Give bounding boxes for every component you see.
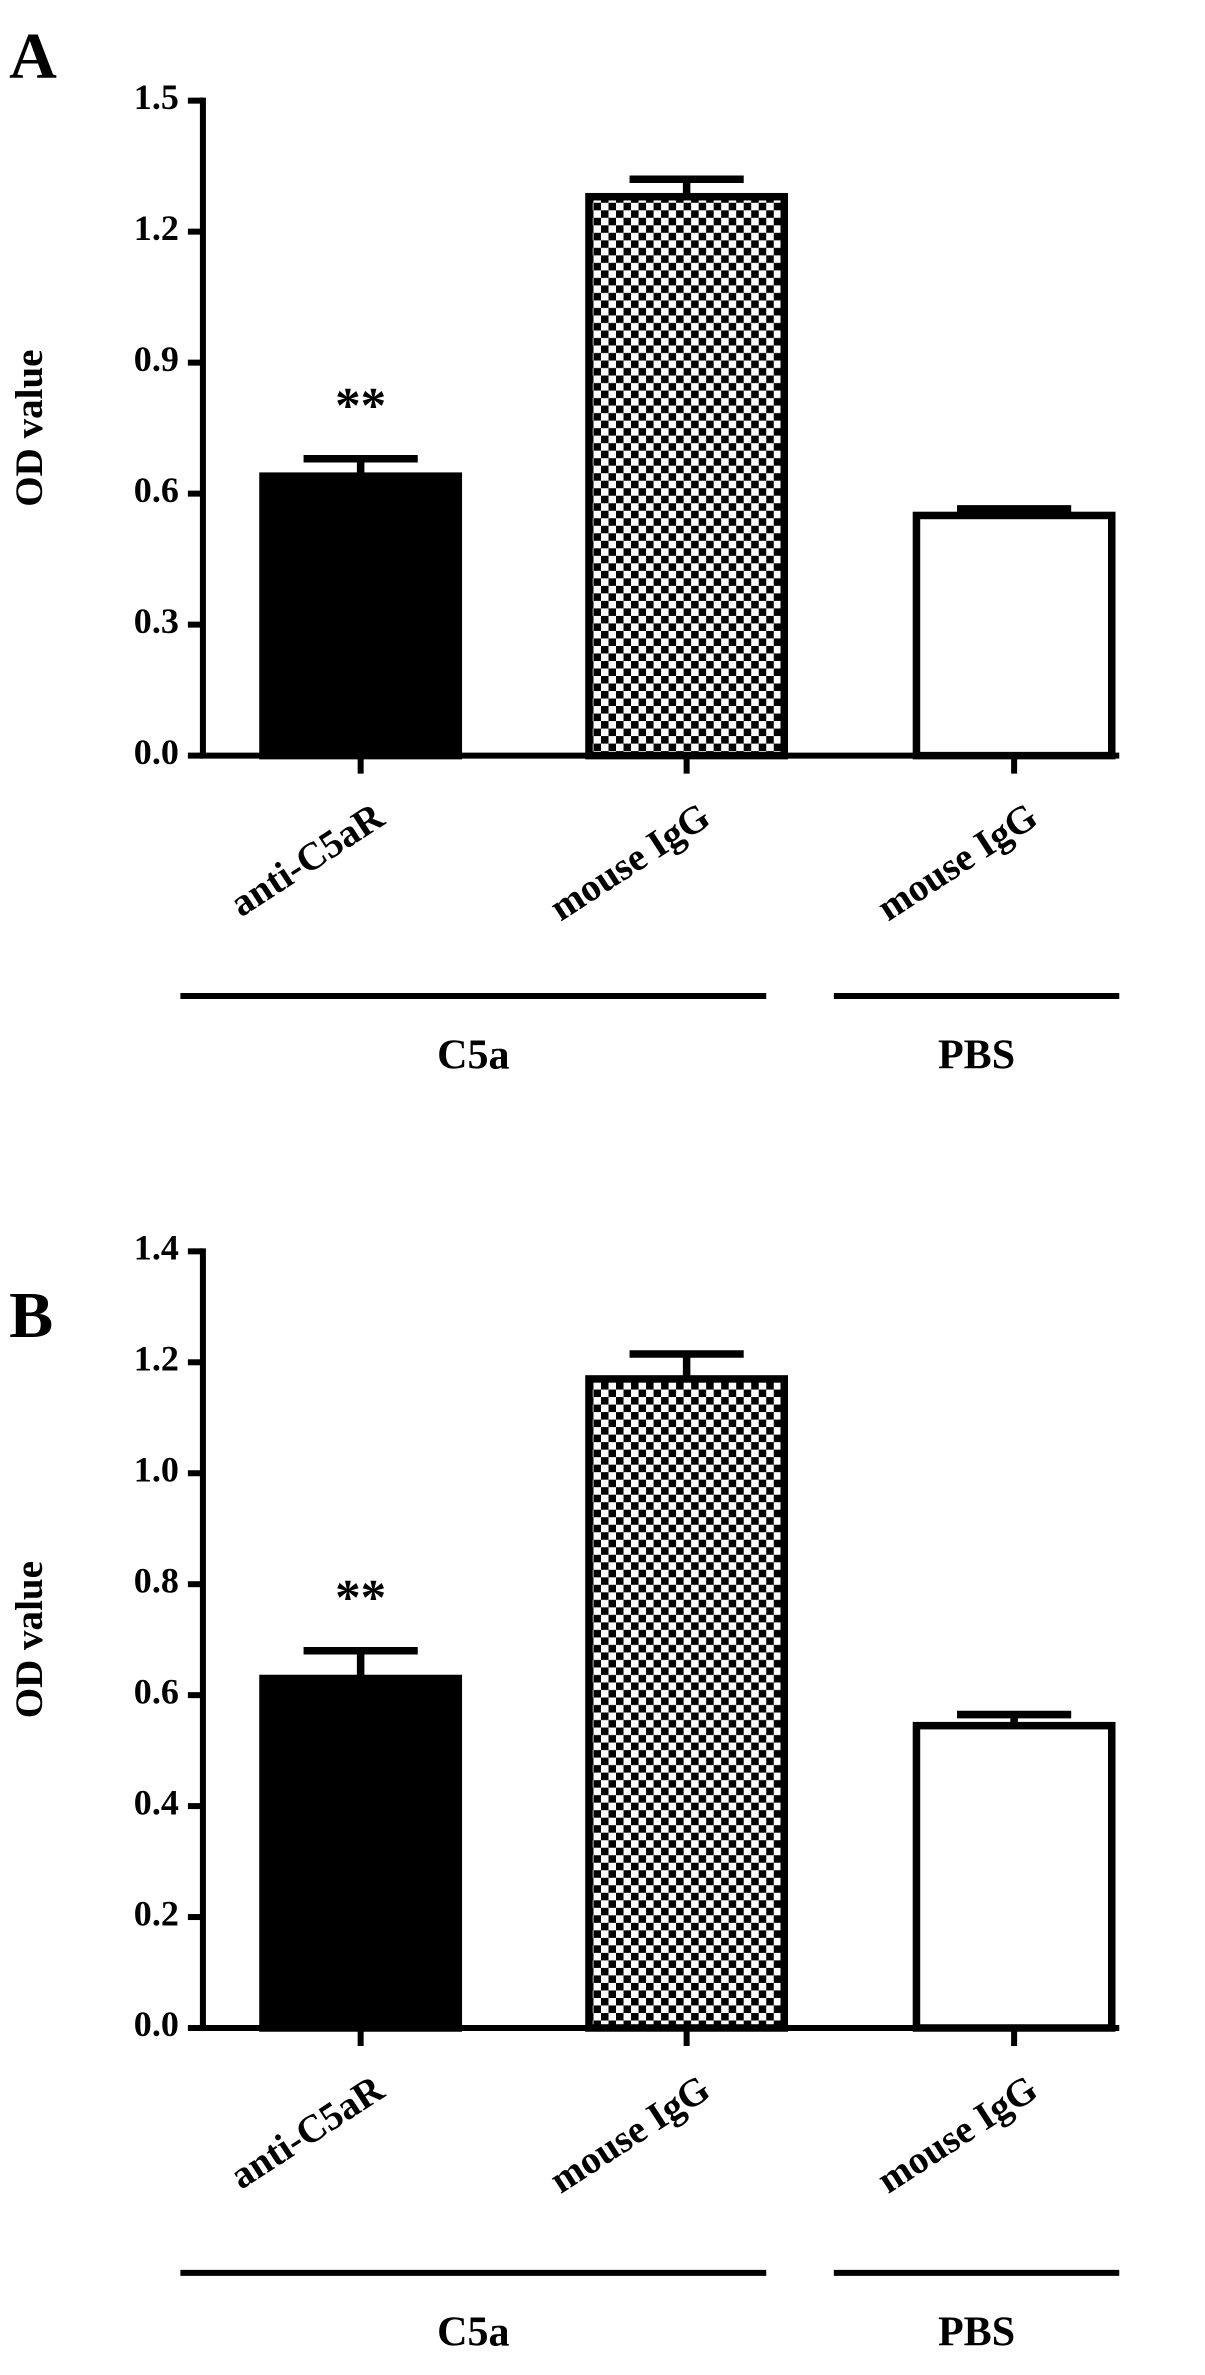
- bar: [259, 472, 463, 760]
- y-tick-label: 0.4: [134, 1782, 179, 1822]
- y-axis-label: OD value: [8, 349, 51, 506]
- x-tick-label: mouse IgG: [542, 2067, 717, 2202]
- y-tick-label: 0.0: [134, 732, 179, 772]
- y-tick-label: 0.8: [134, 1560, 179, 1600]
- x-tick-label: anti-C5aR: [222, 794, 392, 925]
- y-axis-label: OD value: [8, 1561, 51, 1718]
- x-tick-label: anti-C5aR: [222, 2067, 392, 2198]
- panel-label: A: [9, 20, 57, 93]
- x-tick-label: mouse IgG: [870, 795, 1045, 930]
- y-tick-label: 1.2: [134, 208, 179, 248]
- y-tick-label: 1.0: [134, 1450, 179, 1490]
- panel-label: B: [9, 1279, 53, 1352]
- bar: [912, 1721, 1116, 2032]
- group-label: PBS: [938, 2310, 1015, 2356]
- y-tick-label: 0.6: [134, 1671, 179, 1711]
- y-tick-label: 1.4: [134, 1228, 179, 1268]
- x-tick-label: mouse IgG: [542, 795, 717, 930]
- y-tick-label: 0.0: [134, 2004, 179, 2044]
- y-tick-label: 0.6: [134, 470, 179, 510]
- y-tick-label: 1.5: [134, 77, 179, 117]
- group-label: C5a: [437, 1033, 509, 1079]
- y-tick-label: 0.3: [134, 601, 179, 641]
- y-tick-label: 0.2: [134, 1893, 179, 1933]
- bar: [585, 192, 789, 760]
- x-tick-label: mouse IgG: [870, 2067, 1045, 2202]
- significance-label: **: [335, 1569, 386, 1626]
- group-label: PBS: [938, 1033, 1015, 1079]
- y-tick-label: 0.9: [134, 339, 179, 379]
- bar: [912, 511, 1116, 760]
- y-tick-label: 1.2: [134, 1339, 179, 1379]
- significance-label: **: [335, 377, 386, 434]
- bar: [585, 1375, 789, 2032]
- group-label: C5a: [437, 2310, 509, 2356]
- bar: [259, 1674, 463, 2032]
